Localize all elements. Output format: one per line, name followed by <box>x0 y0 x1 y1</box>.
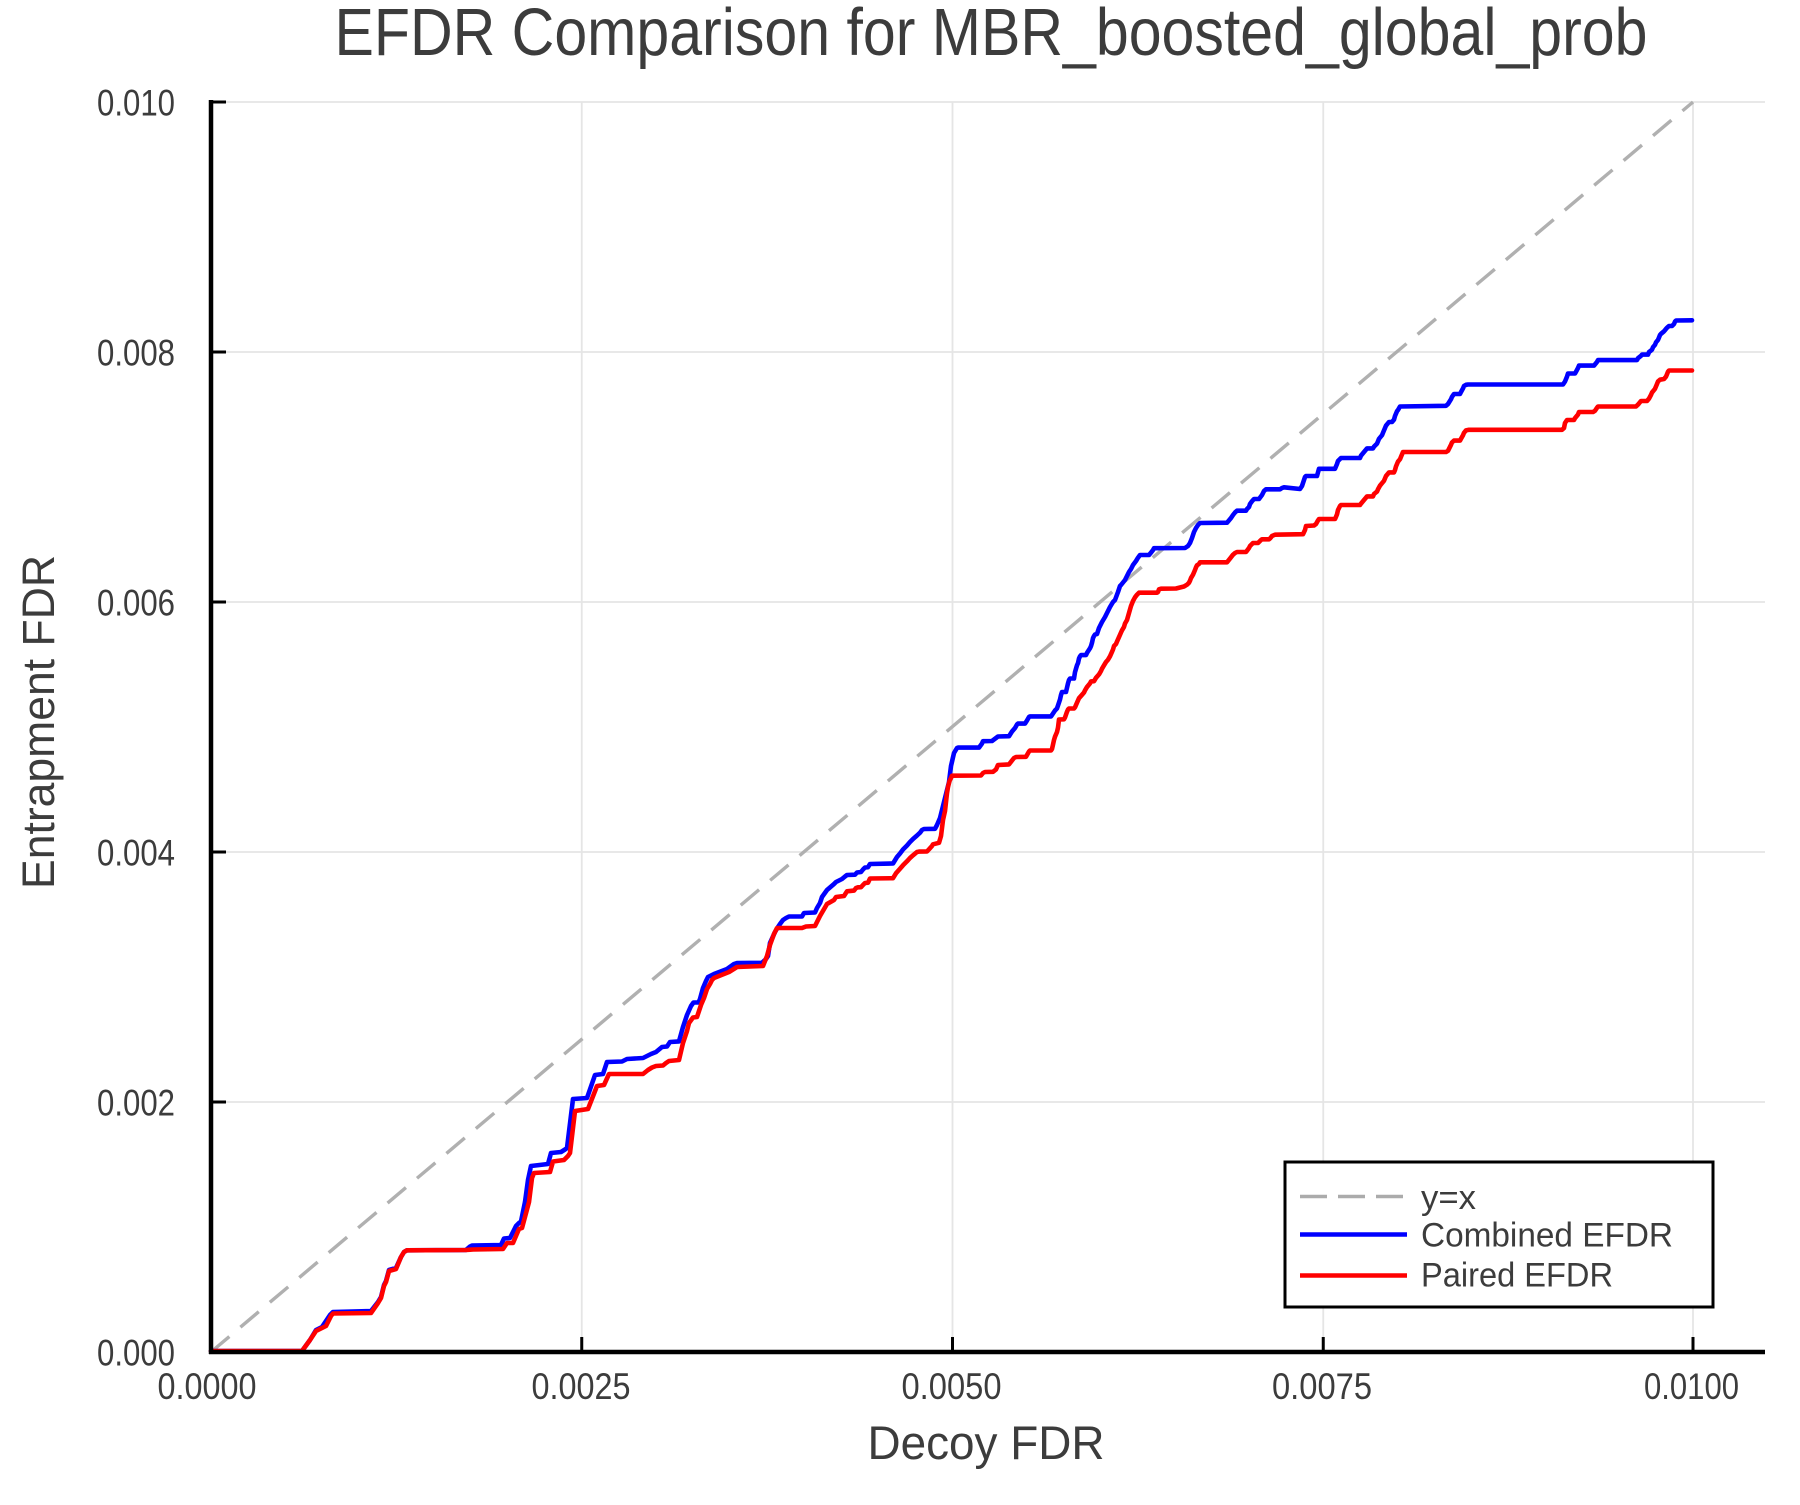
svg-text:0.0000: 0.0000 <box>158 1365 257 1407</box>
svg-text:0.0025: 0.0025 <box>532 1365 631 1407</box>
svg-text:0.0100: 0.0100 <box>1644 1365 1739 1407</box>
svg-text:0.0075: 0.0075 <box>1272 1365 1372 1407</box>
svg-text:Decoy FDR: Decoy FDR <box>868 1417 1105 1470</box>
svg-text:Combined EFDR: Combined EFDR <box>1421 1217 1673 1255</box>
svg-text:0.000: 0.000 <box>97 1332 175 1374</box>
svg-text:0.0050: 0.0050 <box>902 1365 1002 1407</box>
svg-text:EFDR Comparison for MBR_booste: EFDR Comparison for MBR_boosted_global_p… <box>335 0 1648 70</box>
svg-text:0.006: 0.006 <box>97 582 175 624</box>
svg-text:Paired EFDR: Paired EFDR <box>1421 1257 1613 1295</box>
svg-text:0.002: 0.002 <box>97 1082 175 1124</box>
svg-text:0.004: 0.004 <box>97 832 175 874</box>
svg-text:Entrapment FDR: Entrapment FDR <box>13 555 64 889</box>
svg-text:0.010: 0.010 <box>97 82 175 124</box>
svg-text:0.008: 0.008 <box>97 332 175 374</box>
svg-text:y=x: y=x <box>1421 1179 1476 1217</box>
